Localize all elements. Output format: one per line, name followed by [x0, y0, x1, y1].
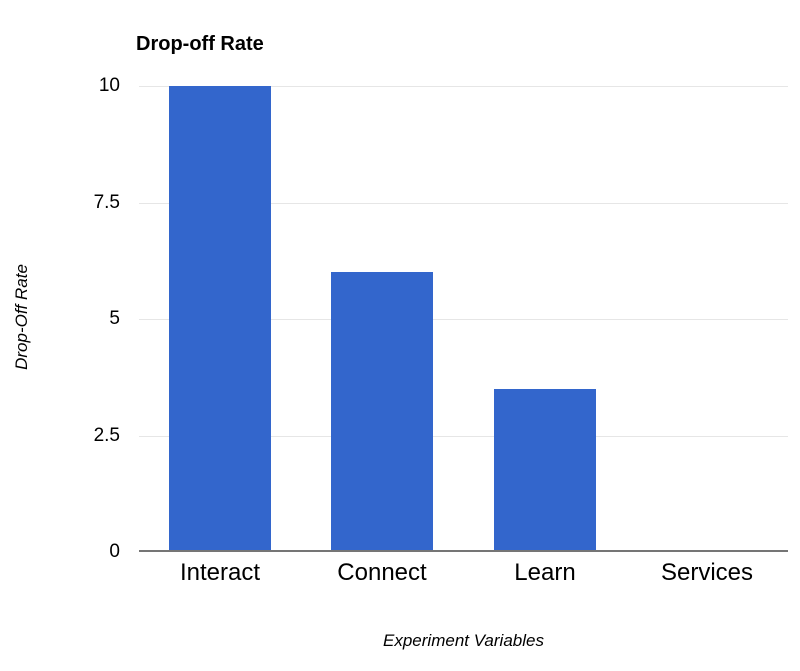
- x-axis-title: Experiment Variables: [383, 631, 544, 650]
- x-category-label: Services: [660, 559, 754, 586]
- y-tick-label: 7.5: [93, 192, 120, 213]
- plot-area: [139, 86, 788, 552]
- bar-learn: [494, 389, 596, 552]
- y-tick-label: 10: [98, 75, 120, 96]
- bar-connect: [331, 272, 433, 552]
- chart-title: Drop-off Rate: [136, 33, 264, 55]
- gridline: [139, 319, 788, 320]
- x-category-label: Connect: [337, 559, 427, 586]
- x-category-label: Learn: [514, 559, 576, 586]
- y-tick-label: 2.5: [93, 425, 120, 446]
- gridline: [139, 436, 788, 437]
- gridline: [139, 203, 788, 204]
- x-axis-baseline: [139, 550, 788, 552]
- x-category-label: Interact: [179, 559, 261, 586]
- y-tick-label: 5: [109, 308, 120, 329]
- bar-interact: [169, 86, 271, 552]
- gridline: [139, 86, 788, 87]
- y-tick-label: 0: [109, 541, 120, 562]
